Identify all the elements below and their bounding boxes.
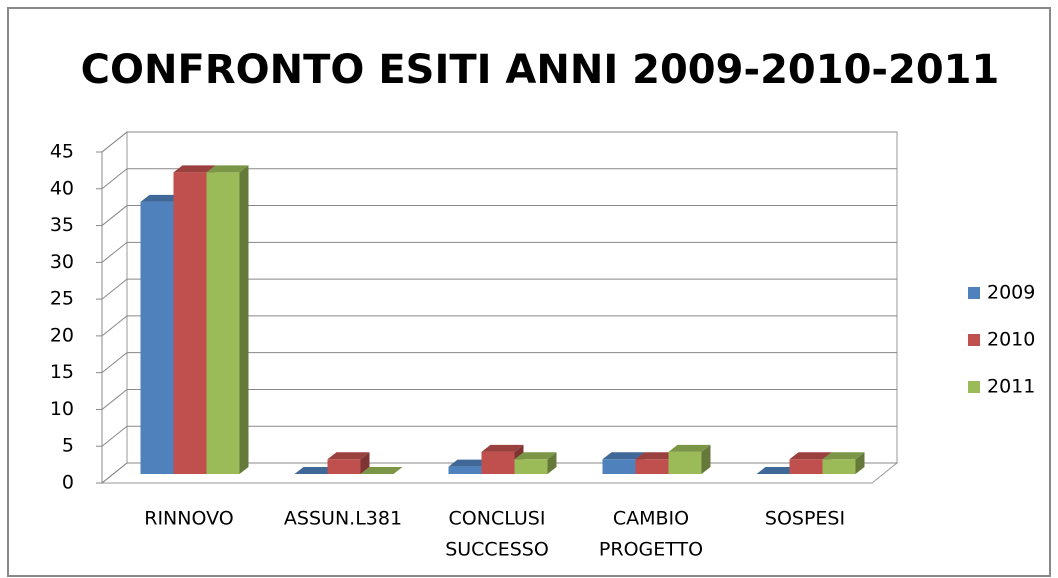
side-wall: [101, 130, 128, 485]
y-tick-label: 30: [50, 251, 74, 273]
y-tick-label: 10: [50, 398, 74, 420]
bar-face: [206, 165, 249, 173]
grid-line: [101, 205, 897, 226]
y-tick-label: 0: [62, 472, 74, 494]
y-tick-label: 25: [50, 288, 74, 310]
bar: [327, 452, 370, 474]
bar-face: [602, 459, 636, 474]
bar-face: [140, 194, 183, 202]
grid-line: [101, 168, 897, 190]
x-tick-label: PROGETTO: [599, 539, 703, 561]
bar-face: [239, 165, 249, 474]
x-tick-label: ASSUN.L381: [284, 508, 402, 530]
grid-line: [101, 131, 897, 153]
grid-line: [101, 315, 897, 337]
grid-line: [101, 388, 897, 410]
bar-face: [206, 172, 240, 474]
grid-line: [101, 241, 897, 263]
y-tick-label: 40: [50, 177, 74, 199]
x-tick-label: CONCLUSI: [449, 508, 546, 530]
bar-face: [547, 452, 557, 474]
bar: [668, 444, 711, 474]
bar-face: [327, 459, 361, 474]
bar-face: [635, 452, 678, 460]
bar-face: [481, 451, 515, 474]
grid-line: [101, 278, 897, 300]
bar-face: [514, 452, 557, 460]
grid-line: [101, 425, 897, 447]
x-tick-label: CAMBIO: [613, 508, 689, 530]
bar-face: [360, 467, 403, 474]
bar-face: [173, 165, 216, 173]
bar-face: [140, 201, 174, 474]
bar-face: [701, 444, 711, 474]
legend-swatch: [968, 381, 980, 393]
bar: [756, 467, 799, 474]
bar-face: [668, 444, 711, 452]
bar: [206, 165, 249, 474]
bar-face: [602, 452, 645, 460]
x-tick-label: SUCCESSO: [445, 539, 549, 561]
bar-face: [173, 172, 207, 474]
bar-face: [448, 466, 482, 474]
bar-face: [789, 459, 823, 474]
bar: [822, 452, 865, 474]
y-tick-label: 35: [50, 214, 74, 236]
bar-face: [668, 451, 702, 474]
bar-face: [635, 459, 669, 474]
x-tick-label: SOSPESI: [765, 508, 845, 530]
bar-face: [822, 459, 856, 474]
chart-title: CONFRONTO ESITI ANNI 2009-2010-2011: [81, 47, 1000, 93]
bar-face: [481, 444, 524, 452]
bar: [360, 467, 403, 474]
bar: [294, 467, 337, 474]
y-tick-label: 45: [50, 141, 74, 163]
legend-swatch: [968, 334, 980, 346]
legend-label: 2011: [987, 376, 1035, 398]
y-tick-label: 20: [50, 324, 74, 346]
bar-face: [294, 467, 337, 474]
y-tick-label: 5: [62, 435, 74, 457]
bar-face: [855, 452, 865, 474]
bar-face: [360, 452, 370, 474]
bar-face: [514, 459, 548, 474]
bar-face: [789, 452, 832, 460]
bar-face: [822, 452, 865, 460]
bar: [514, 452, 557, 474]
grid-line: [101, 352, 897, 374]
legend-label: 2010: [987, 329, 1035, 351]
bar-face: [756, 467, 799, 474]
x-tick-label: RINNOVO: [144, 508, 233, 530]
legend-label: 2009: [987, 282, 1035, 304]
bar-face: [327, 452, 370, 460]
legend-swatch: [968, 287, 980, 299]
y-tick-label: 15: [50, 361, 74, 383]
bar-face: [448, 459, 491, 467]
